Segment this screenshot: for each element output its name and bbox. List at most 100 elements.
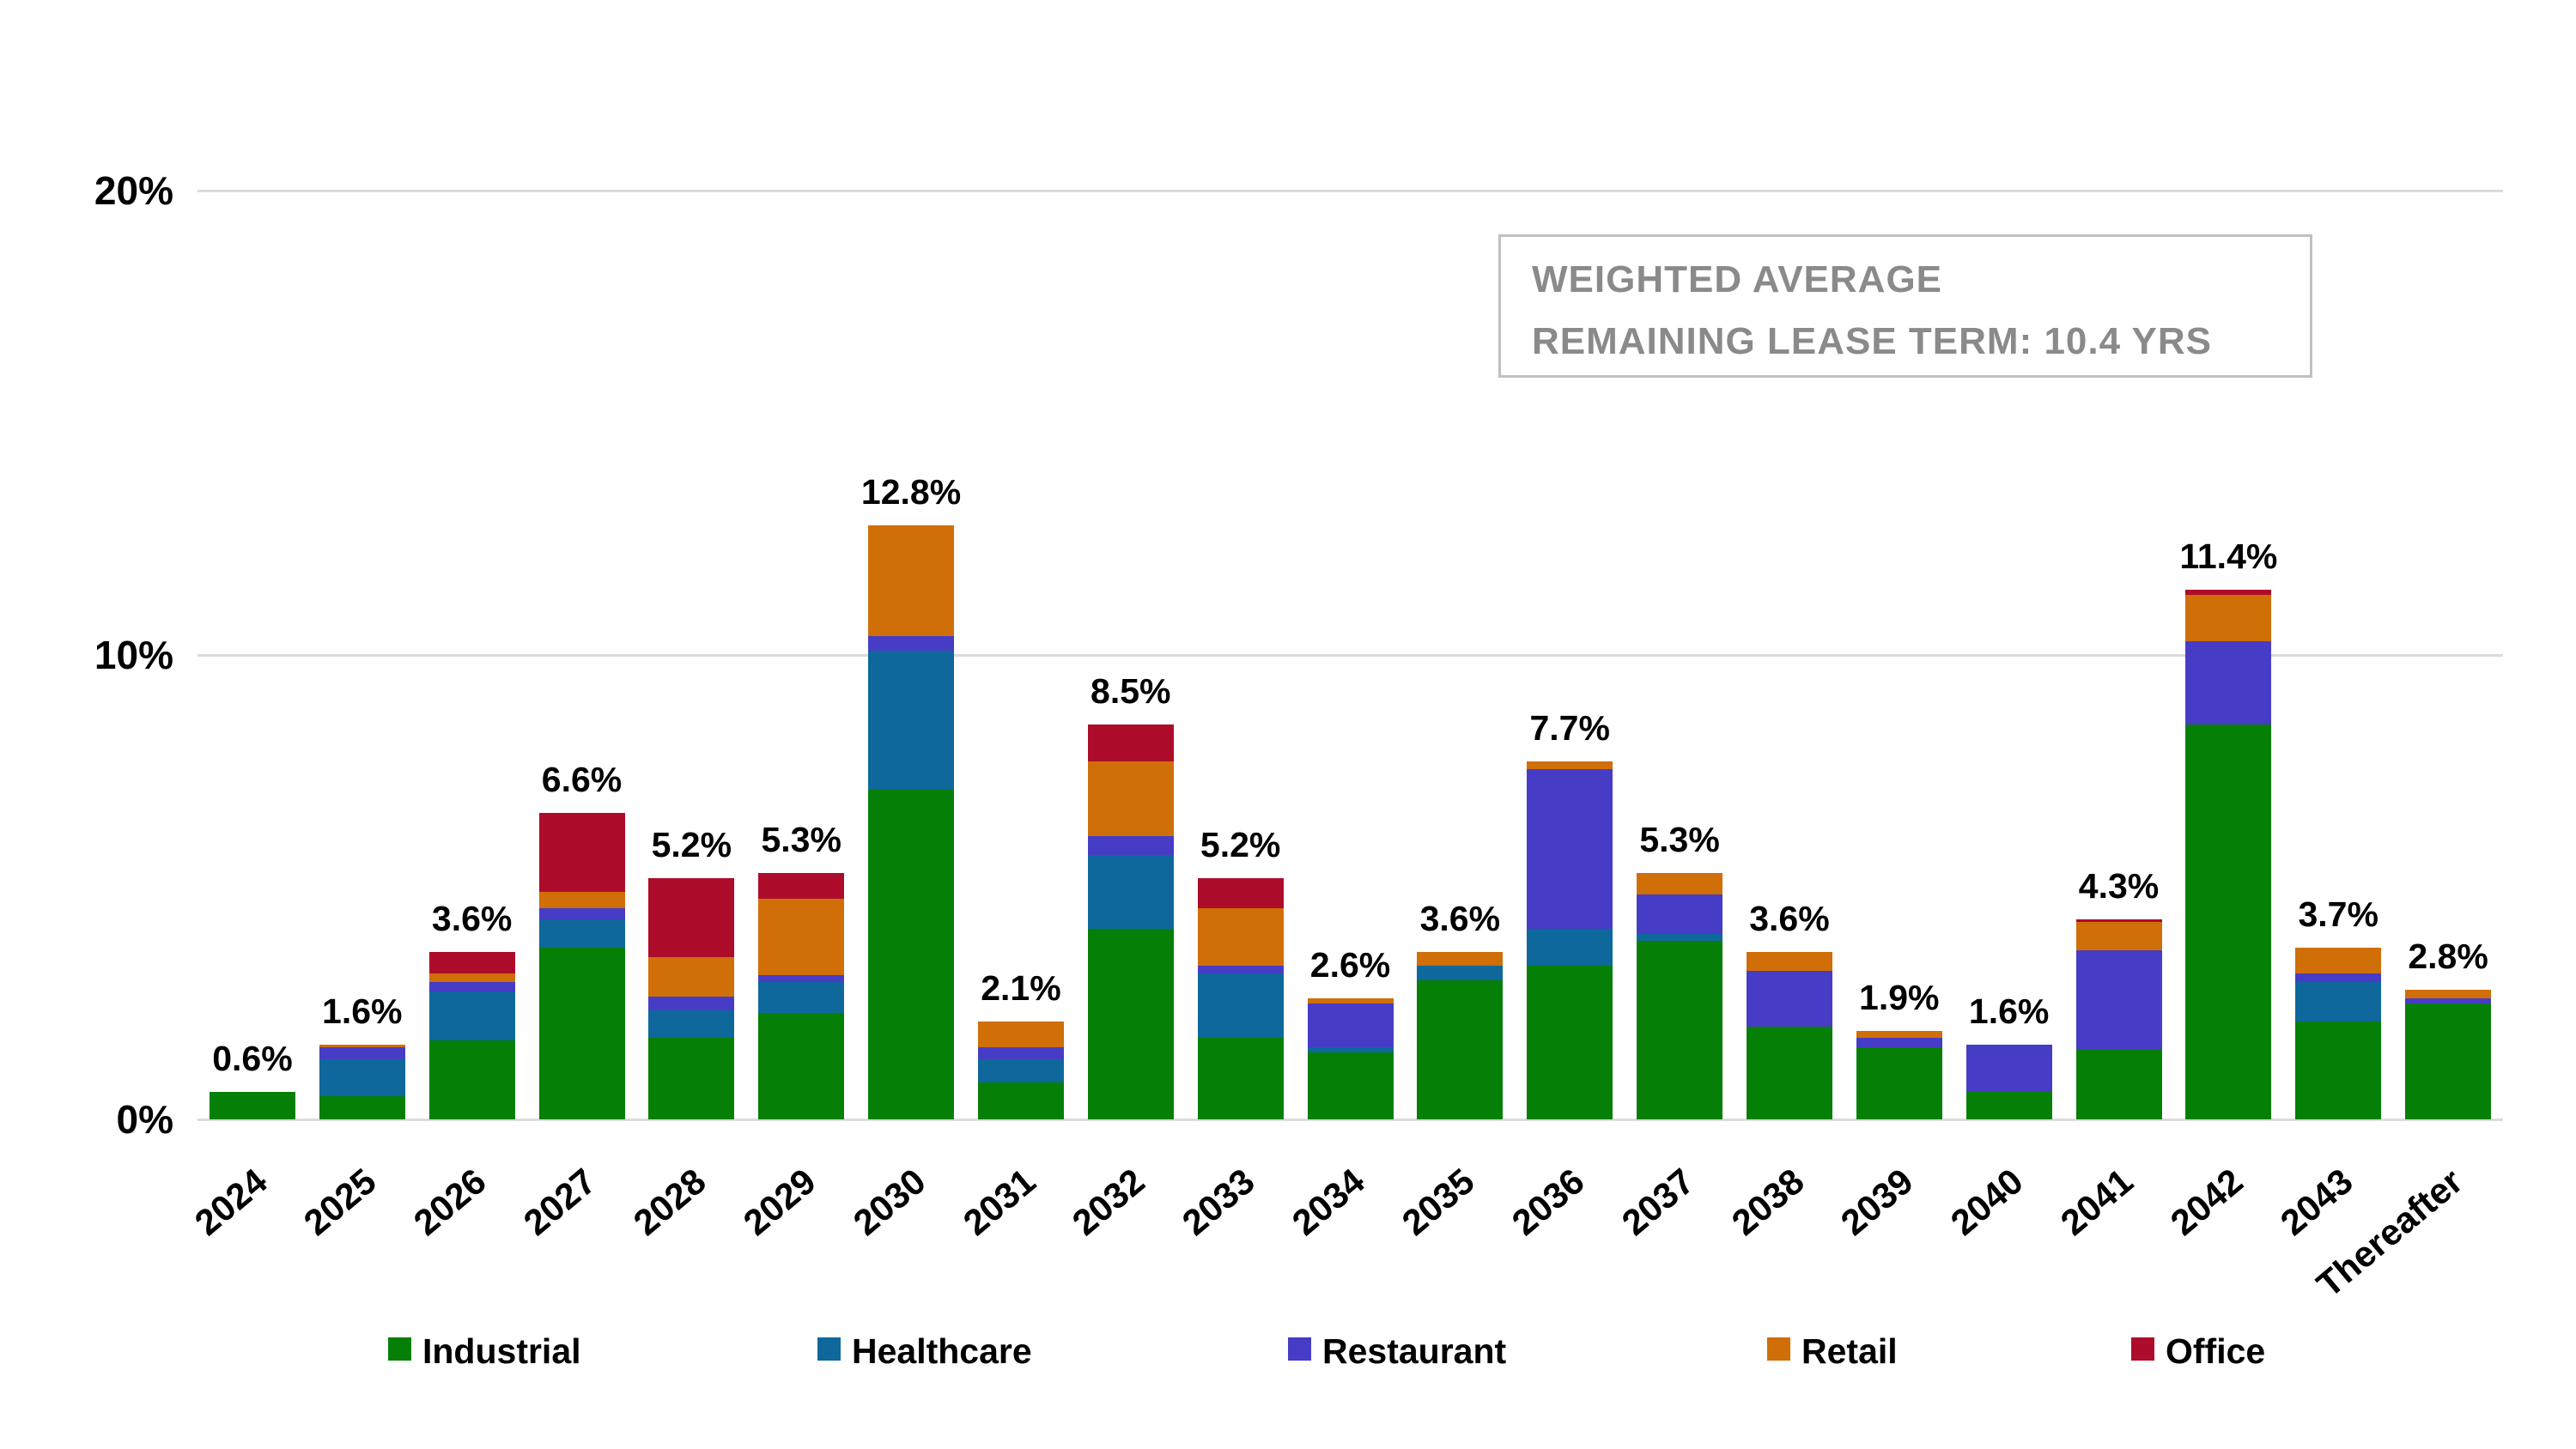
bar-segment-2032-healthcare [1087, 854, 1174, 930]
annotation-line-1: WEIGHTED AVERAGE [1532, 258, 1943, 300]
legend-swatch-industrial [388, 1337, 411, 1361]
bar-segment-2036-healthcare [1527, 929, 1613, 967]
bar-segment-2040-restaurant [1965, 1045, 2052, 1092]
bar-segment-2035-healthcare [1417, 966, 1504, 980]
bar-segment-2043-restaurant [2295, 973, 2382, 983]
legend-label-retail: Retail [1801, 1331, 1898, 1371]
x-axis-label-2031: 2031 [955, 1161, 1043, 1244]
x-axis-label-2030: 2030 [845, 1161, 933, 1244]
bar-total-label: 6.6% [541, 759, 623, 799]
bar-segment-2026-restaurant [428, 982, 515, 992]
bar-segment-2030-industrial [868, 789, 955, 1119]
bar-segment-2037-industrial [1637, 940, 1723, 1119]
bar-segment-2027-restaurant [538, 907, 625, 920]
legend-label-office: Office [2166, 1331, 2266, 1371]
weighted-average-annotation-box: WEIGHTED AVERAGE REMAINING LEASE TERM: 1… [1498, 234, 2312, 378]
bar-segment-2028-office [648, 877, 735, 957]
x-axis-label-2043: 2043 [2272, 1161, 2360, 1244]
y-axis-tick-label: 20% [94, 168, 173, 213]
x-axis-label-2024: 2024 [186, 1161, 275, 1244]
bar-segment-2028-retail [648, 956, 735, 997]
bar-segment-2028-healthcare [648, 1009, 735, 1039]
bar-segment-2030-healthcare [868, 650, 955, 790]
y-axis-tick-label: 10% [94, 633, 173, 677]
bar-segment-2032-retail [1087, 761, 1174, 836]
bar-segment-2034-restaurant [1307, 1003, 1394, 1048]
bar-segment-2033-healthcare [1197, 973, 1284, 1039]
legend-swatch-office [2131, 1337, 2154, 1361]
bar-segment-2038-retail [1746, 952, 1832, 971]
bar-segment-2042-retail [2185, 594, 2272, 641]
gridline-0% [197, 1118, 2503, 1121]
bar-segment-2037-retail [1637, 873, 1723, 894]
x-axis-label-2038: 2038 [1723, 1161, 1812, 1244]
gridline-10% [197, 653, 2503, 657]
bar-total-label: 2.6% [1309, 945, 1391, 985]
bar-segment-2029-healthcare [758, 982, 845, 1013]
legend-swatch-retail [1767, 1337, 1790, 1361]
bar-segment-2026-office [428, 952, 515, 973]
bar-total-label: 5.2% [651, 824, 732, 864]
bar-segment-2033-industrial [1197, 1038, 1284, 1119]
bar-segment-2029-retail [758, 899, 845, 976]
bar-segment-2038-restaurant [1746, 970, 1832, 1027]
bar-total-label: 5.3% [761, 820, 841, 860]
bar-total-label: 11.4% [2179, 537, 2278, 577]
legend-label-healthcare: Healthcare [852, 1331, 1032, 1371]
bar-segment-2039-restaurant [1856, 1038, 1942, 1048]
x-axis-label-2035: 2035 [1394, 1161, 1482, 1244]
bar-segment-2036-industrial [1527, 966, 1613, 1119]
legend-label-industrial: Industrial [422, 1331, 581, 1371]
bar-segment-2032-restaurant [1087, 835, 1174, 855]
bar-segment-2025-retail [319, 1045, 405, 1048]
bar-segment-2042-office [2185, 590, 2272, 595]
legend-swatch-healthcare [817, 1337, 841, 1361]
bar-segment-2037-restaurant [1637, 894, 1723, 934]
bar-segment-2041-office [2075, 919, 2162, 923]
bar-total-label: 3.6% [431, 899, 513, 939]
bar-segment-2024-industrial [209, 1091, 295, 1119]
bar-segment-2041-industrial [2075, 1049, 2162, 1119]
bar-segment-2031-healthcare [977, 1058, 1064, 1082]
x-axis-label-2033: 2033 [1175, 1161, 1262, 1244]
bar-segment-thereafter-industrial [2405, 1003, 2492, 1119]
bar-segment-2038-industrial [1746, 1026, 1832, 1119]
x-axis-label-2032: 2032 [1065, 1161, 1153, 1244]
bar-segment-2034-industrial [1307, 1052, 1394, 1119]
bar-total-label: 1.6% [322, 991, 403, 1032]
bar-segment-2032-industrial [1087, 929, 1174, 1119]
x-axis-label-2029: 2029 [735, 1161, 823, 1244]
bar-segment-2033-retail [1197, 907, 1284, 967]
gridline-20% [197, 189, 2503, 192]
bar-segment-2043-healthcare [2295, 982, 2382, 1022]
bar-segment-2028-restaurant [648, 996, 735, 1010]
bar-segment-2037-healthcare [1637, 933, 1723, 941]
bar-segment-thereafter-retail [2405, 989, 2492, 999]
bar-total-label: 5.3% [1639, 820, 1720, 860]
bar-segment-2031-industrial [977, 1082, 1064, 1119]
bar-segment-2035-industrial [1417, 979, 1504, 1119]
x-axis-label-2042: 2042 [2162, 1161, 2251, 1244]
bar-segment-2040-industrial [1965, 1091, 2052, 1119]
x-axis-label-2040: 2040 [1943, 1161, 2031, 1244]
bar-segment-2026-healthcare [428, 991, 515, 1041]
bar-segment-2029-industrial [758, 1012, 845, 1119]
bar-total-label: 3.6% [1419, 899, 1501, 939]
bar-segment-2039-retail [1856, 1031, 1942, 1039]
bar-segment-2028-industrial [648, 1038, 735, 1119]
bar-segment-2031-retail [977, 1022, 1064, 1048]
bar-total-label: 1.6% [1968, 991, 2050, 1032]
bar-total-label: 2.1% [981, 968, 1061, 1009]
bar-segment-2025-industrial [319, 1095, 405, 1119]
bar-segment-2034-healthcare [1307, 1047, 1394, 1052]
bar-segment-2043-retail [2295, 947, 2382, 973]
bar-segment-2036-restaurant [1527, 768, 1613, 930]
x-axis-label-2028: 2028 [625, 1161, 714, 1244]
bar-segment-2041-retail [2075, 922, 2162, 950]
x-axis-label-2039: 2039 [1833, 1161, 1922, 1244]
bar-total-label: 1.9% [1859, 978, 1940, 1018]
y-axis-tick-label: 0% [116, 1097, 173, 1142]
bar-segment-2027-healthcare [538, 919, 625, 948]
bar-segment-2026-retail [428, 973, 515, 983]
